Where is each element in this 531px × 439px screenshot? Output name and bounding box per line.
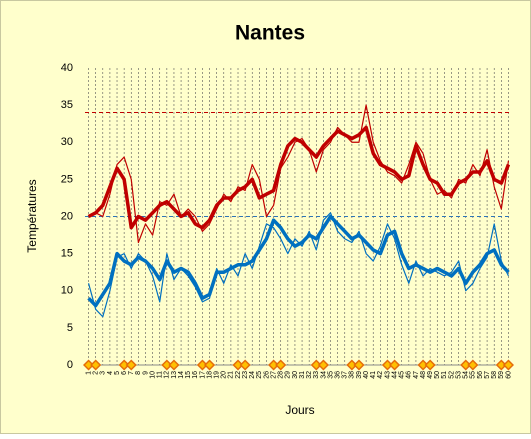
y-tick-label: 5	[67, 322, 73, 334]
y-tick-label: 15	[61, 248, 73, 260]
x-tick-label: 10	[149, 371, 156, 379]
x-tick-label: 33	[313, 371, 320, 379]
x-tick-label: 16	[192, 371, 199, 379]
y-tick-label: 0	[67, 359, 73, 371]
x-tick-label: 6	[121, 371, 128, 375]
diamond-marker	[275, 359, 287, 371]
diamond-marker	[168, 359, 180, 371]
x-tick-label: 26	[263, 371, 270, 379]
x-tick-label: 25	[256, 371, 263, 379]
x-tick-label: 5	[114, 371, 121, 375]
x-tick-label: 59	[498, 371, 505, 379]
x-tick-label: 9	[142, 371, 149, 375]
x-tick-label: 34	[320, 371, 327, 379]
diamond-marker	[502, 359, 515, 371]
diamond-marker	[118, 359, 130, 371]
diamond-marker	[495, 359, 507, 371]
x-tick-label: 39	[356, 371, 363, 379]
x-tick-label: 43	[384, 371, 391, 379]
x-tick-label: 3	[100, 371, 107, 375]
y-tick-label: 40	[61, 62, 73, 74]
chart-title: Nantes	[235, 22, 305, 45]
diamond-marker	[125, 359, 137, 371]
y-tick-label: 35	[61, 99, 73, 111]
diamond-marker	[424, 359, 436, 371]
x-tick-label: 32	[306, 371, 313, 379]
line-series	[87, 214, 510, 308]
diamond-marker	[389, 359, 401, 371]
diamond-marker	[417, 359, 429, 371]
x-tick-label: 1	[85, 371, 92, 375]
diamond-marker	[203, 359, 216, 371]
x-tick-label: 47	[413, 371, 420, 379]
x-tick-label: 57	[484, 371, 491, 379]
x-tick-label: 54	[463, 371, 470, 379]
diamond-marker	[460, 359, 472, 371]
x-tick-label: 4	[107, 371, 114, 375]
x-tick-label: 41	[370, 371, 377, 379]
x-tick-label: 7	[128, 371, 135, 375]
x-tick-label: 28	[278, 371, 285, 379]
x-tick-label: 11	[157, 371, 164, 378]
x-tick-label: 37	[342, 371, 349, 379]
x-tick-label: 30	[292, 371, 299, 379]
diamond-marker	[353, 359, 365, 371]
x-tick-label: 48	[420, 371, 427, 379]
x-tick-label: 24	[249, 371, 256, 379]
x-tick-label: 40	[363, 371, 370, 379]
y-tick-label: 25	[61, 173, 73, 185]
x-tick-label: 35	[327, 371, 334, 379]
x-tick-label: 13	[171, 371, 178, 379]
diamond-marker	[467, 359, 479, 371]
x-tick-label: 46	[406, 371, 413, 379]
x-tick-label: 53	[455, 371, 462, 379]
x-tick-label: 15	[185, 371, 192, 379]
x-tick-label: 12	[164, 371, 171, 379]
x-tick-label: 52	[448, 371, 455, 379]
x-tick-label: 18	[206, 371, 213, 379]
x-axis-label: Jours	[285, 403, 314, 417]
x-tick-label: 29	[285, 371, 292, 379]
x-tick-label: 55	[470, 371, 477, 379]
x-tick-label: 38	[349, 371, 356, 379]
y-tick-label: 10	[61, 285, 73, 297]
diamond-marker	[268, 359, 280, 371]
y-tick-label: 30	[61, 136, 73, 148]
x-tick-label: 60	[505, 371, 512, 379]
diamond-marker	[196, 359, 208, 371]
x-tick-label: 20	[221, 371, 228, 379]
x-tick-label: 44	[391, 371, 398, 379]
x-tick-label: 27	[270, 371, 277, 379]
x-tick-label: 56	[477, 371, 484, 379]
x-tick-label: 17	[199, 371, 206, 379]
diamond-marker	[346, 359, 358, 371]
diamond-marker	[310, 359, 322, 371]
diamond-marker	[239, 359, 251, 371]
x-tick-label: 19	[214, 371, 221, 379]
line-series	[87, 125, 511, 230]
diamond-marker	[317, 359, 329, 371]
x-tick-label: 8	[135, 371, 142, 375]
x-tick-label: 31	[299, 371, 306, 379]
x-tick-label: 14	[178, 371, 185, 379]
x-tick-label: 49	[427, 371, 434, 379]
x-tick-label: 2	[93, 371, 100, 375]
x-tick-label: 42	[377, 371, 384, 379]
diamond-marker	[161, 359, 173, 371]
y-tick-label: 20	[61, 210, 73, 222]
x-tick-label: 21	[228, 371, 235, 379]
x-tick-label: 36	[334, 371, 341, 379]
x-tick-label: 58	[491, 371, 498, 379]
y-axis-label: Températures	[25, 179, 39, 252]
x-tick-label: 50	[434, 371, 441, 379]
diamond-marker	[90, 359, 102, 371]
diamond-marker	[232, 359, 244, 371]
x-tick-label: 45	[399, 371, 406, 379]
diamond-marker	[381, 359, 394, 371]
x-tick-label: 22	[235, 371, 242, 379]
x-tick-label: 51	[441, 371, 448, 379]
x-tick-label: 23	[242, 371, 249, 379]
diamond-marker	[82, 359, 95, 371]
